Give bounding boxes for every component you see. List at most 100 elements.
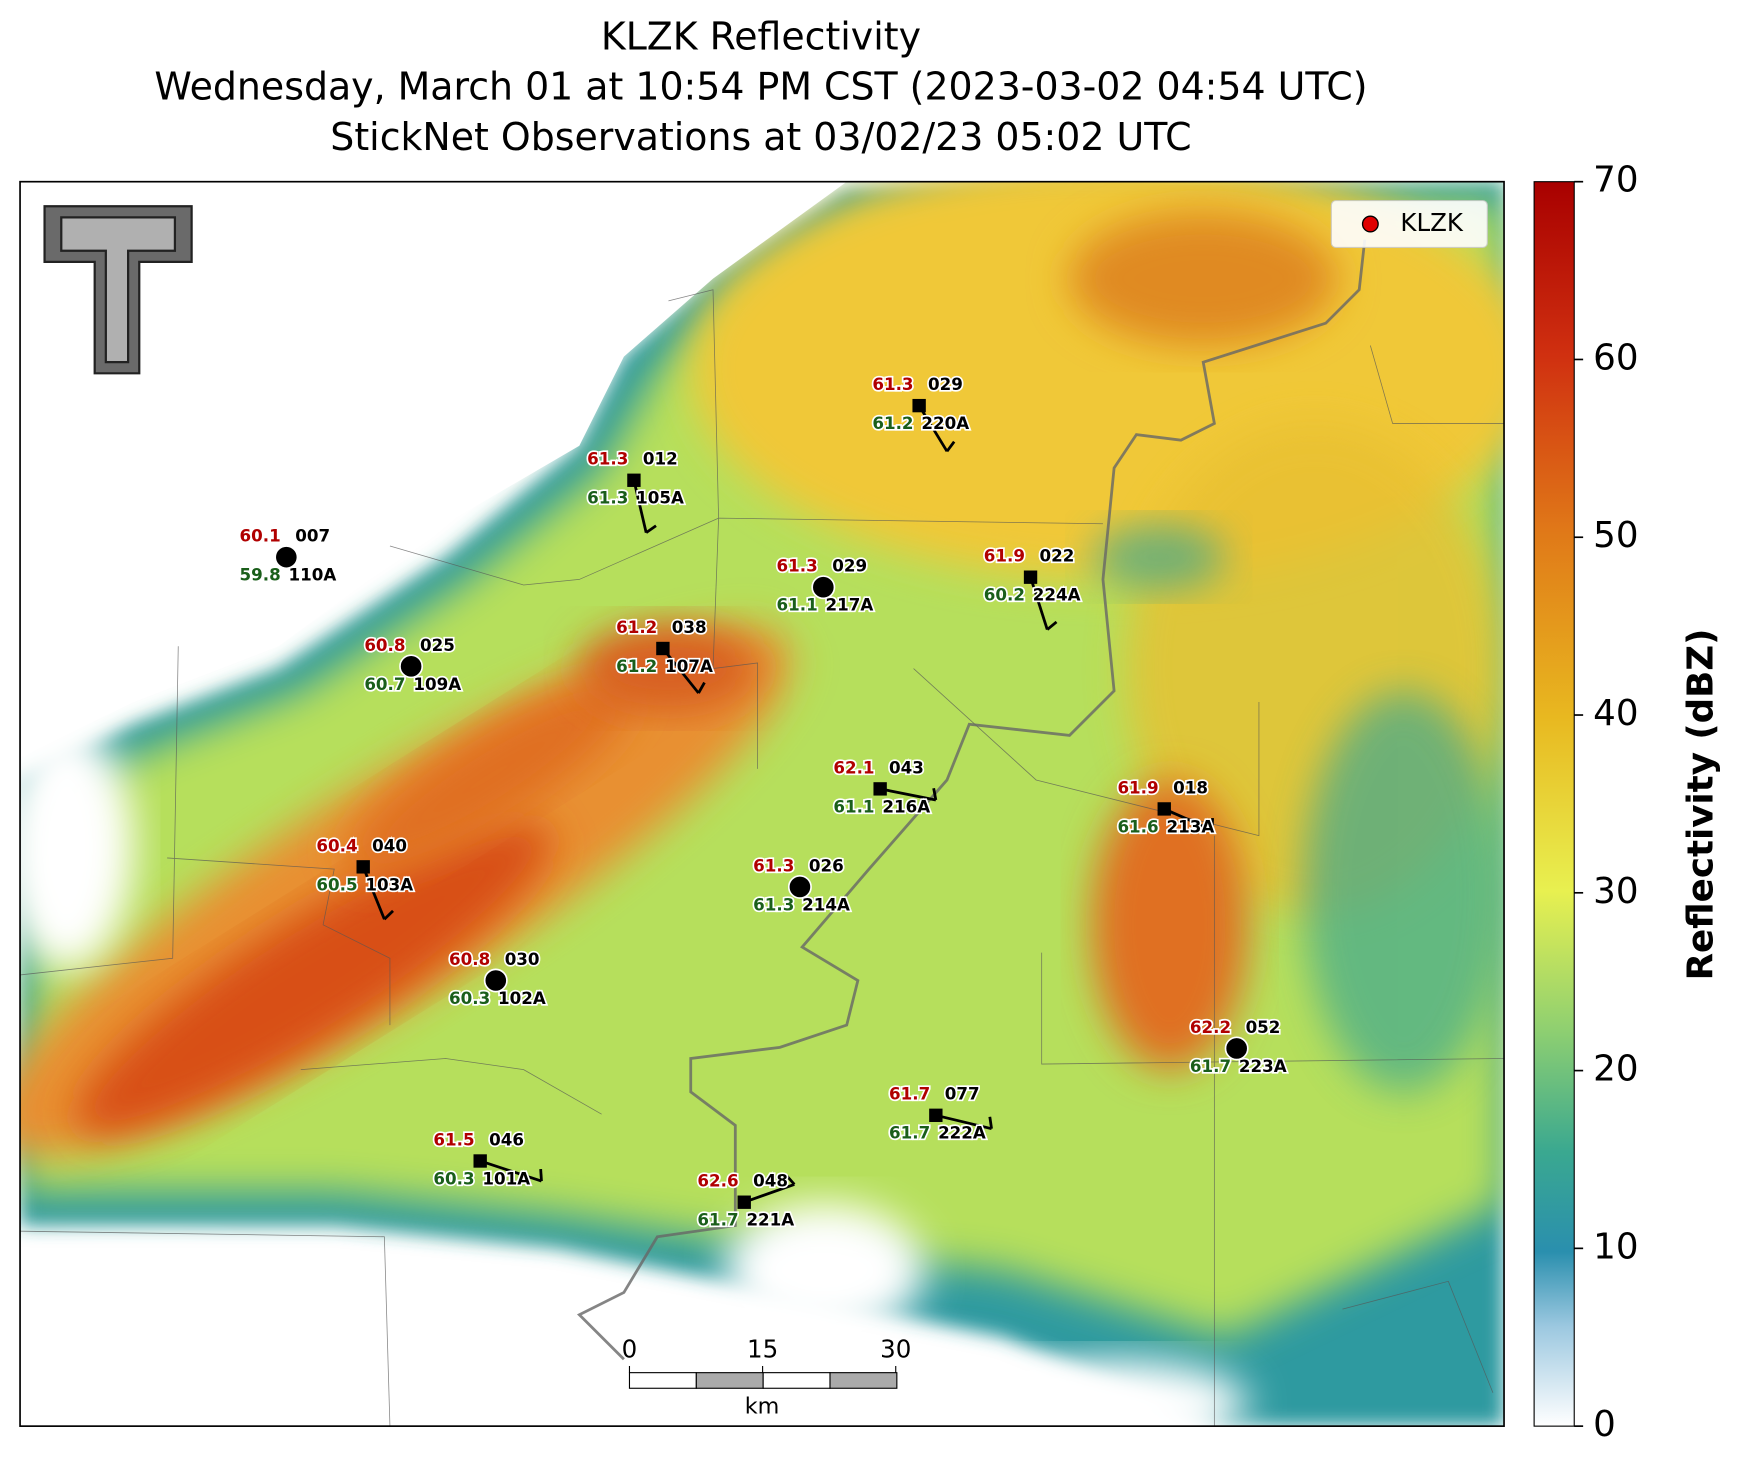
colorbar: [1533, 181, 1575, 1427]
wind-barb-flag: [988, 1116, 993, 1129]
wind-barb: [879, 787, 937, 802]
temperature: 60.8: [364, 635, 405, 655]
station-marker: [912, 398, 926, 413]
dewpoint: 61.2: [872, 413, 913, 433]
temperature: 61.7: [889, 1084, 930, 1104]
station-marker: [1157, 802, 1171, 816]
legend: KLZK: [1330, 200, 1488, 248]
station: 61.7 077 61.7 222A: [887, 1082, 993, 1144]
title-line: KLZK Reflectivity: [601, 15, 921, 59]
legend-marker: [1361, 215, 1379, 233]
wind-barb-flag: [697, 681, 706, 694]
wind-direction: 025: [420, 635, 455, 655]
dewpoint: 61.7: [889, 1123, 930, 1143]
wind-direction: 030: [505, 949, 540, 969]
dewpoint: 61.7: [1190, 1056, 1231, 1076]
wind-direction: 048: [753, 1171, 788, 1191]
dewpoint: 61.6: [1117, 816, 1158, 836]
temperature: 62.2: [1190, 1017, 1231, 1037]
station: 61.3 012 61.3 105A: [585, 447, 686, 534]
station-id: 101A: [482, 1168, 530, 1188]
wind-barb: [1029, 576, 1049, 630]
wind-barb-flag: [1046, 620, 1058, 631]
wind-barb: [632, 479, 648, 533]
station: 60.8 030 60.3 102A: [447, 947, 547, 1009]
map-frame: [19, 180, 1505, 1427]
station-id: 103A: [365, 874, 413, 894]
colorbar-tick-label: 50: [1593, 515, 1638, 556]
station-id: 217A: [826, 595, 874, 615]
temperature: 60.4: [316, 835, 357, 855]
wind-barb-flag: [945, 440, 956, 453]
station-calm-marker: [274, 545, 299, 570]
station-marker: [356, 860, 370, 874]
station: 61.3 026 61.3 214A: [751, 854, 851, 916]
station-id: 110A: [289, 565, 337, 585]
dewpoint: 60.3: [433, 1168, 474, 1188]
scale-tick-label: 15: [747, 1334, 778, 1363]
station-id: 109A: [413, 674, 461, 694]
station: 61.3 029 61.2 220A: [871, 372, 971, 453]
temperature: 60.1: [240, 526, 281, 546]
dewpoint: 60.7: [364, 674, 405, 694]
station: 60.4 040 60.5 103A: [315, 834, 415, 921]
station-marker: [737, 1195, 751, 1209]
wind-direction: 040: [372, 835, 407, 855]
colorbar-label: Reflectivity (dBZ): [1680, 629, 1721, 981]
dewpoint: 61.1: [777, 595, 818, 615]
station-id: 105A: [636, 488, 684, 508]
wind-direction: 043: [889, 757, 924, 777]
station-calm-marker: [1224, 1036, 1249, 1061]
station: 61.3 029 61.1 217A: [775, 554, 875, 616]
station: 62.2 052 61.7 223A: [1188, 1015, 1288, 1077]
temperature: 61.9: [1117, 777, 1158, 797]
dewpoint: 59.8: [240, 565, 281, 585]
station: 61.2 038 61.2 107A: [614, 615, 715, 694]
station-id: 107A: [665, 656, 713, 676]
station: 61.9 022 60.2 224A: [982, 544, 1082, 631]
dewpoint: 61.3: [587, 488, 628, 508]
wind-direction: 052: [1246, 1017, 1281, 1037]
station: 60.8 025 60.7 109A: [363, 633, 463, 695]
temperature: 61.2: [616, 617, 657, 637]
station-marker: [929, 1108, 943, 1122]
wind-barb-flag: [539, 1168, 543, 1182]
wind-direction: 007: [295, 526, 330, 546]
station-id: 223A: [1239, 1056, 1287, 1076]
scale-bar: km 0 15 30: [622, 1334, 912, 1419]
scale-tick-label: 0: [622, 1334, 638, 1363]
wind-direction: 022: [1039, 546, 1074, 566]
wind-barb: [1163, 807, 1213, 832]
wind-barb: [917, 404, 949, 453]
title-line: Wednesday, March 01 at 10:54 PM CST (202…: [154, 65, 1367, 109]
legend-label: KLZK: [1400, 208, 1463, 237]
colorbar-tick-label: 0: [1593, 1404, 1616, 1445]
temperature: 62.6: [697, 1171, 738, 1191]
temperature: 62.1: [833, 757, 874, 777]
station-marker: [627, 473, 641, 487]
scale-segment: [762, 1372, 831, 1389]
station: 62.6 048 61.7 221A: [696, 1169, 796, 1231]
station-marker: [473, 1154, 487, 1168]
wind-barb: [935, 1113, 992, 1131]
wind-direction: 018: [1173, 777, 1208, 797]
wind-barb-flag: [383, 909, 394, 921]
colorbar-tick-label: 30: [1593, 871, 1638, 912]
temperature: 61.3: [872, 374, 913, 394]
colorbar-tick-label: 40: [1593, 693, 1638, 734]
wind-barb-flag: [645, 524, 657, 534]
station-marker: [656, 641, 670, 656]
title-line: StickNet Observations at 03/02/23 05:02 …: [330, 115, 1191, 159]
station-id: 224A: [1033, 585, 1081, 605]
dewpoint: 60.3: [449, 988, 490, 1008]
temperature: 61.3: [753, 855, 794, 875]
dewpoint: 60.5: [316, 874, 357, 894]
station-id: 220A: [921, 413, 969, 433]
temperature: 61.3: [777, 556, 818, 576]
colorbar-tick-label: 60: [1593, 337, 1638, 378]
station-calm-marker: [399, 654, 424, 679]
station: 62.1 043 61.1 216A: [832, 756, 938, 818]
station-id: 222A: [938, 1123, 986, 1143]
wind-barb: [661, 647, 700, 694]
